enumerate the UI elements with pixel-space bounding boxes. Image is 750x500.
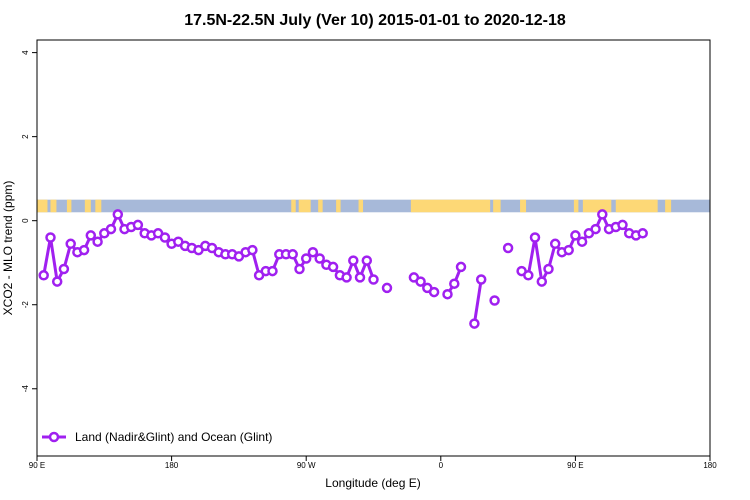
chart-title: 17.5N-22.5N July (Ver 10) 2015-01-01 to … (184, 12, 566, 29)
data-point (489, 295, 500, 306)
land-segment (665, 199, 672, 213)
land-segment (358, 199, 364, 213)
data-point (529, 232, 541, 243)
y-tick-label: 4 (21, 50, 30, 55)
x-axis-label: Longitude (deg E) (325, 476, 420, 490)
data-point (637, 228, 648, 239)
land-segment (520, 199, 527, 213)
land-segment (66, 199, 72, 213)
data-point (563, 244, 574, 256)
data-point (475, 274, 487, 285)
legend-label: Land (Nadir&Glint) and Ocean (Glint) (75, 430, 272, 444)
data-point (132, 219, 144, 231)
x-tick-label: 180 (703, 461, 717, 470)
data-point (455, 261, 467, 273)
land-segment (84, 199, 91, 213)
plot-frame (36, 39, 711, 457)
data-point (65, 238, 76, 250)
data-point (105, 223, 117, 235)
data-point (549, 238, 561, 250)
data-point (341, 272, 352, 283)
y-tick-label: 2 (21, 134, 30, 139)
data-point (415, 276, 426, 287)
data-point (523, 270, 534, 281)
land-segment (291, 199, 296, 213)
data-point (617, 219, 628, 231)
land-segment (615, 199, 658, 213)
data-point (92, 236, 103, 247)
data-point (85, 230, 97, 241)
data-point (381, 282, 393, 294)
x-tick-label: 90 W (297, 461, 316, 470)
data-point (51, 276, 63, 287)
data-point (314, 253, 325, 264)
y-tick-label: -2 (21, 301, 30, 309)
land-segment (582, 199, 612, 213)
land-segment (95, 199, 102, 213)
y-axis-label: XCO2 - MLO trend (ppm) (1, 181, 15, 316)
land-segment (50, 199, 57, 213)
land-segment (318, 199, 323, 213)
data-point (442, 288, 453, 300)
ocean-band (37, 199, 710, 213)
legend-marker (48, 431, 60, 443)
land-segment (298, 199, 311, 213)
data-point (58, 263, 70, 275)
data-point (247, 244, 258, 256)
land-segment (573, 199, 579, 213)
series-line (472, 279, 483, 324)
data-point (597, 209, 608, 220)
data-point (543, 263, 554, 275)
x-tick-label: 90 E (567, 461, 583, 470)
data-point (348, 255, 359, 266)
land-ocean-strip (37, 199, 710, 213)
data-point (38, 270, 49, 281)
data-point (536, 276, 548, 287)
data-point (45, 232, 56, 243)
data-point (294, 263, 305, 275)
y-tick-label: -4 (21, 385, 30, 393)
data-point (428, 286, 440, 298)
y-axis: 4 2 0 -2 -4 (21, 50, 37, 392)
data-point (300, 253, 312, 264)
y-tick-label: 0 (21, 218, 30, 223)
data-point (78, 244, 90, 256)
data-point (368, 274, 379, 285)
data-point (502, 242, 514, 254)
data-point (327, 261, 339, 273)
land-segment (336, 199, 341, 213)
series-layer (38, 209, 648, 329)
data-point (570, 230, 581, 241)
data-point (361, 255, 373, 266)
data-point (469, 318, 480, 329)
land-segment (410, 199, 491, 213)
data-point (576, 236, 588, 247)
land-segment (493, 199, 501, 213)
land-segment (37, 199, 48, 213)
x-tick-label: 180 (165, 461, 179, 470)
data-point (112, 209, 124, 220)
data-point (159, 232, 171, 243)
x-tick-label: 0 (439, 461, 444, 470)
data-point (287, 249, 298, 260)
x-axis: 90 E 180 90 W 0 90 E 180 (29, 456, 717, 470)
data-point (354, 272, 366, 283)
legend: Land (Nadir&Glint) and Ocean (Glint) (42, 430, 272, 444)
data-point (267, 265, 278, 277)
data-point (590, 223, 601, 235)
data-point (449, 278, 460, 289)
x-tick-label: 90 E (29, 461, 45, 470)
data-point (307, 246, 319, 258)
